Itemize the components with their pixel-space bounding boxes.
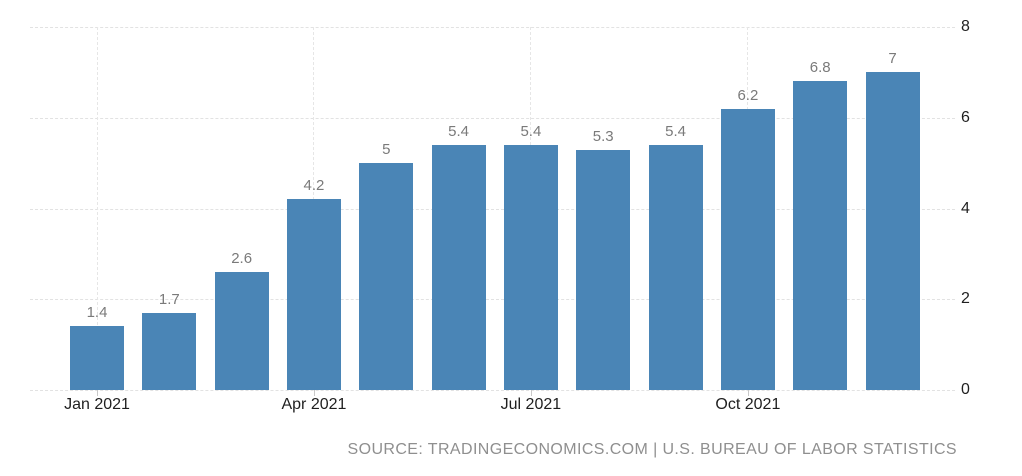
bar-value-label: 1.7 [158, 290, 180, 308]
gridline-horizontal [30, 390, 955, 391]
bar-dec-2021[interactable] [865, 72, 920, 390]
bar-value-label: 5 [382, 141, 391, 159]
bar-apr-2021[interactable] [286, 199, 341, 390]
bar-value-label: 5.4 [448, 122, 470, 140]
bar-value-label: 5.4 [520, 122, 542, 140]
source-attribution: SOURCE: TRADINGECONOMICS.COM | U.S. BURE… [347, 441, 957, 458]
bar-feb-2021[interactable] [142, 312, 197, 390]
x-axis-label: Jul 2021 [500, 396, 562, 413]
gridline-horizontal [30, 117, 955, 119]
bar-value-label: 5.4 [665, 122, 686, 140]
x-axis-tick [313, 390, 315, 396]
x-axis-tick [747, 390, 749, 396]
y-axis-label: 6 [961, 108, 970, 126]
gridline-horizontal [30, 299, 955, 301]
gridline-horizontal [30, 27, 955, 28]
bar-jan-2021[interactable] [70, 326, 124, 390]
bar-sep-2021[interactable] [648, 144, 703, 390]
bar-value-label: 5.3 [592, 127, 614, 145]
y-axis-label: 8 [961, 18, 970, 35]
bar-aug-2021[interactable] [576, 149, 631, 390]
bar-nov-2021[interactable] [793, 81, 848, 390]
bar-mar-2021[interactable] [214, 272, 269, 390]
bar-value-label: 1.4 [86, 304, 108, 322]
x-axis-label: Apr 2021 [281, 396, 347, 413]
x-axis-label: Jan 2021 [64, 396, 130, 413]
y-axis-label: 4 [961, 199, 970, 217]
bar-value-label: 7 [888, 50, 897, 68]
gridline-vertical [96, 27, 98, 390]
bar-jul-2021[interactable] [503, 144, 558, 390]
y-axis-label: 0 [961, 381, 970, 398]
bar-value-label: 4.2 [303, 177, 325, 195]
bar-may-2021[interactable] [359, 163, 414, 390]
bar-jun-2021[interactable] [431, 144, 486, 390]
bar-value-label: 2.6 [231, 250, 253, 268]
y-axis-label: 2 [961, 290, 970, 308]
x-axis-tick [97, 390, 98, 396]
bar-value-label: 6.8 [809, 59, 831, 77]
gridline-horizontal [30, 208, 955, 210]
x-axis-label: Oct 2021 [715, 396, 781, 413]
x-axis-tick [530, 390, 532, 396]
bar-value-label: 6.2 [737, 86, 759, 104]
plot-area: 1.4 1.7 2.6 4.2 5 5.4 5.4 5.3 5.4 6.2 6.8 7 [30, 27, 955, 391]
bar-oct-2021[interactable] [720, 108, 775, 390]
